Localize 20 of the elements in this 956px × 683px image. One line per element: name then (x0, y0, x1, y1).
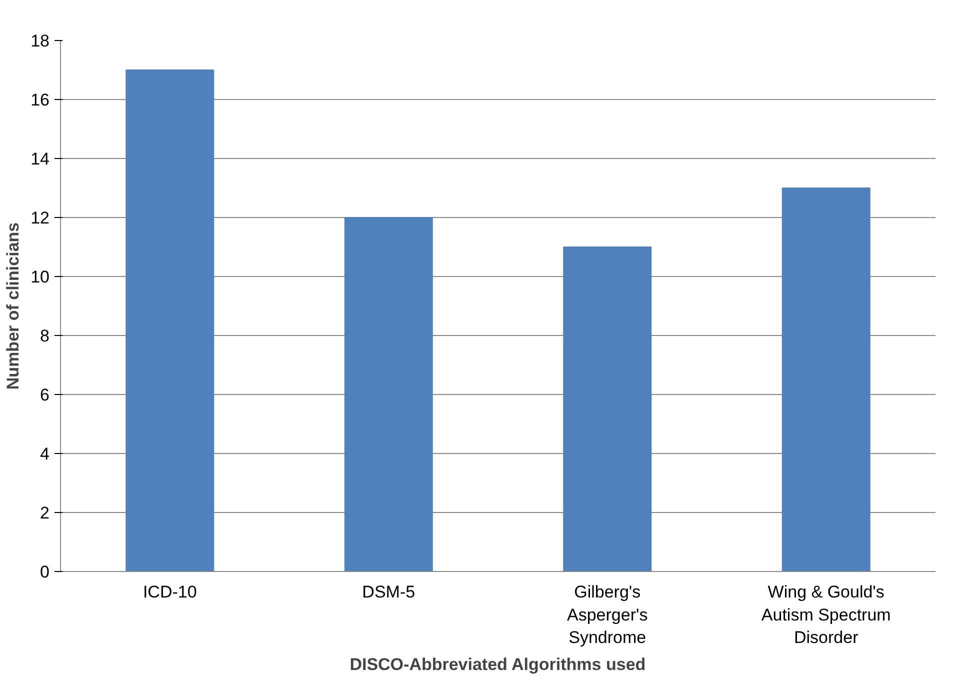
y-axis-title: Number of clinicians (4, 222, 23, 390)
y-tick-label: 6 (40, 386, 50, 404)
y-tick-label: 8 (40, 326, 50, 346)
y-tick-label: 12 (30, 208, 50, 228)
y-tick-label: 4 (40, 444, 50, 464)
x-tick-label: Wing & Gould's Autism Spectrum Disorder (761, 582, 891, 648)
bar (126, 70, 214, 572)
x-tick-label: ICD-10 (142, 582, 197, 602)
bar (563, 246, 652, 572)
y-tick-label: 18 (30, 32, 50, 50)
x-axis-title: DISCO-Abbreviated Algorithms used (350, 655, 646, 674)
y-tick-label: 2 (40, 504, 50, 522)
y-tick-label: 16 (30, 90, 50, 110)
bar (782, 188, 870, 572)
x-tick-label: DSM-5 (362, 582, 416, 602)
y-tick-label: 14 (30, 150, 50, 168)
y-tick-label: 0 (40, 562, 50, 582)
bar (344, 217, 433, 572)
y-tick-label: 10 (30, 268, 50, 286)
x-tick-label: Gilberg's Asperger's Syndrome (567, 582, 648, 648)
